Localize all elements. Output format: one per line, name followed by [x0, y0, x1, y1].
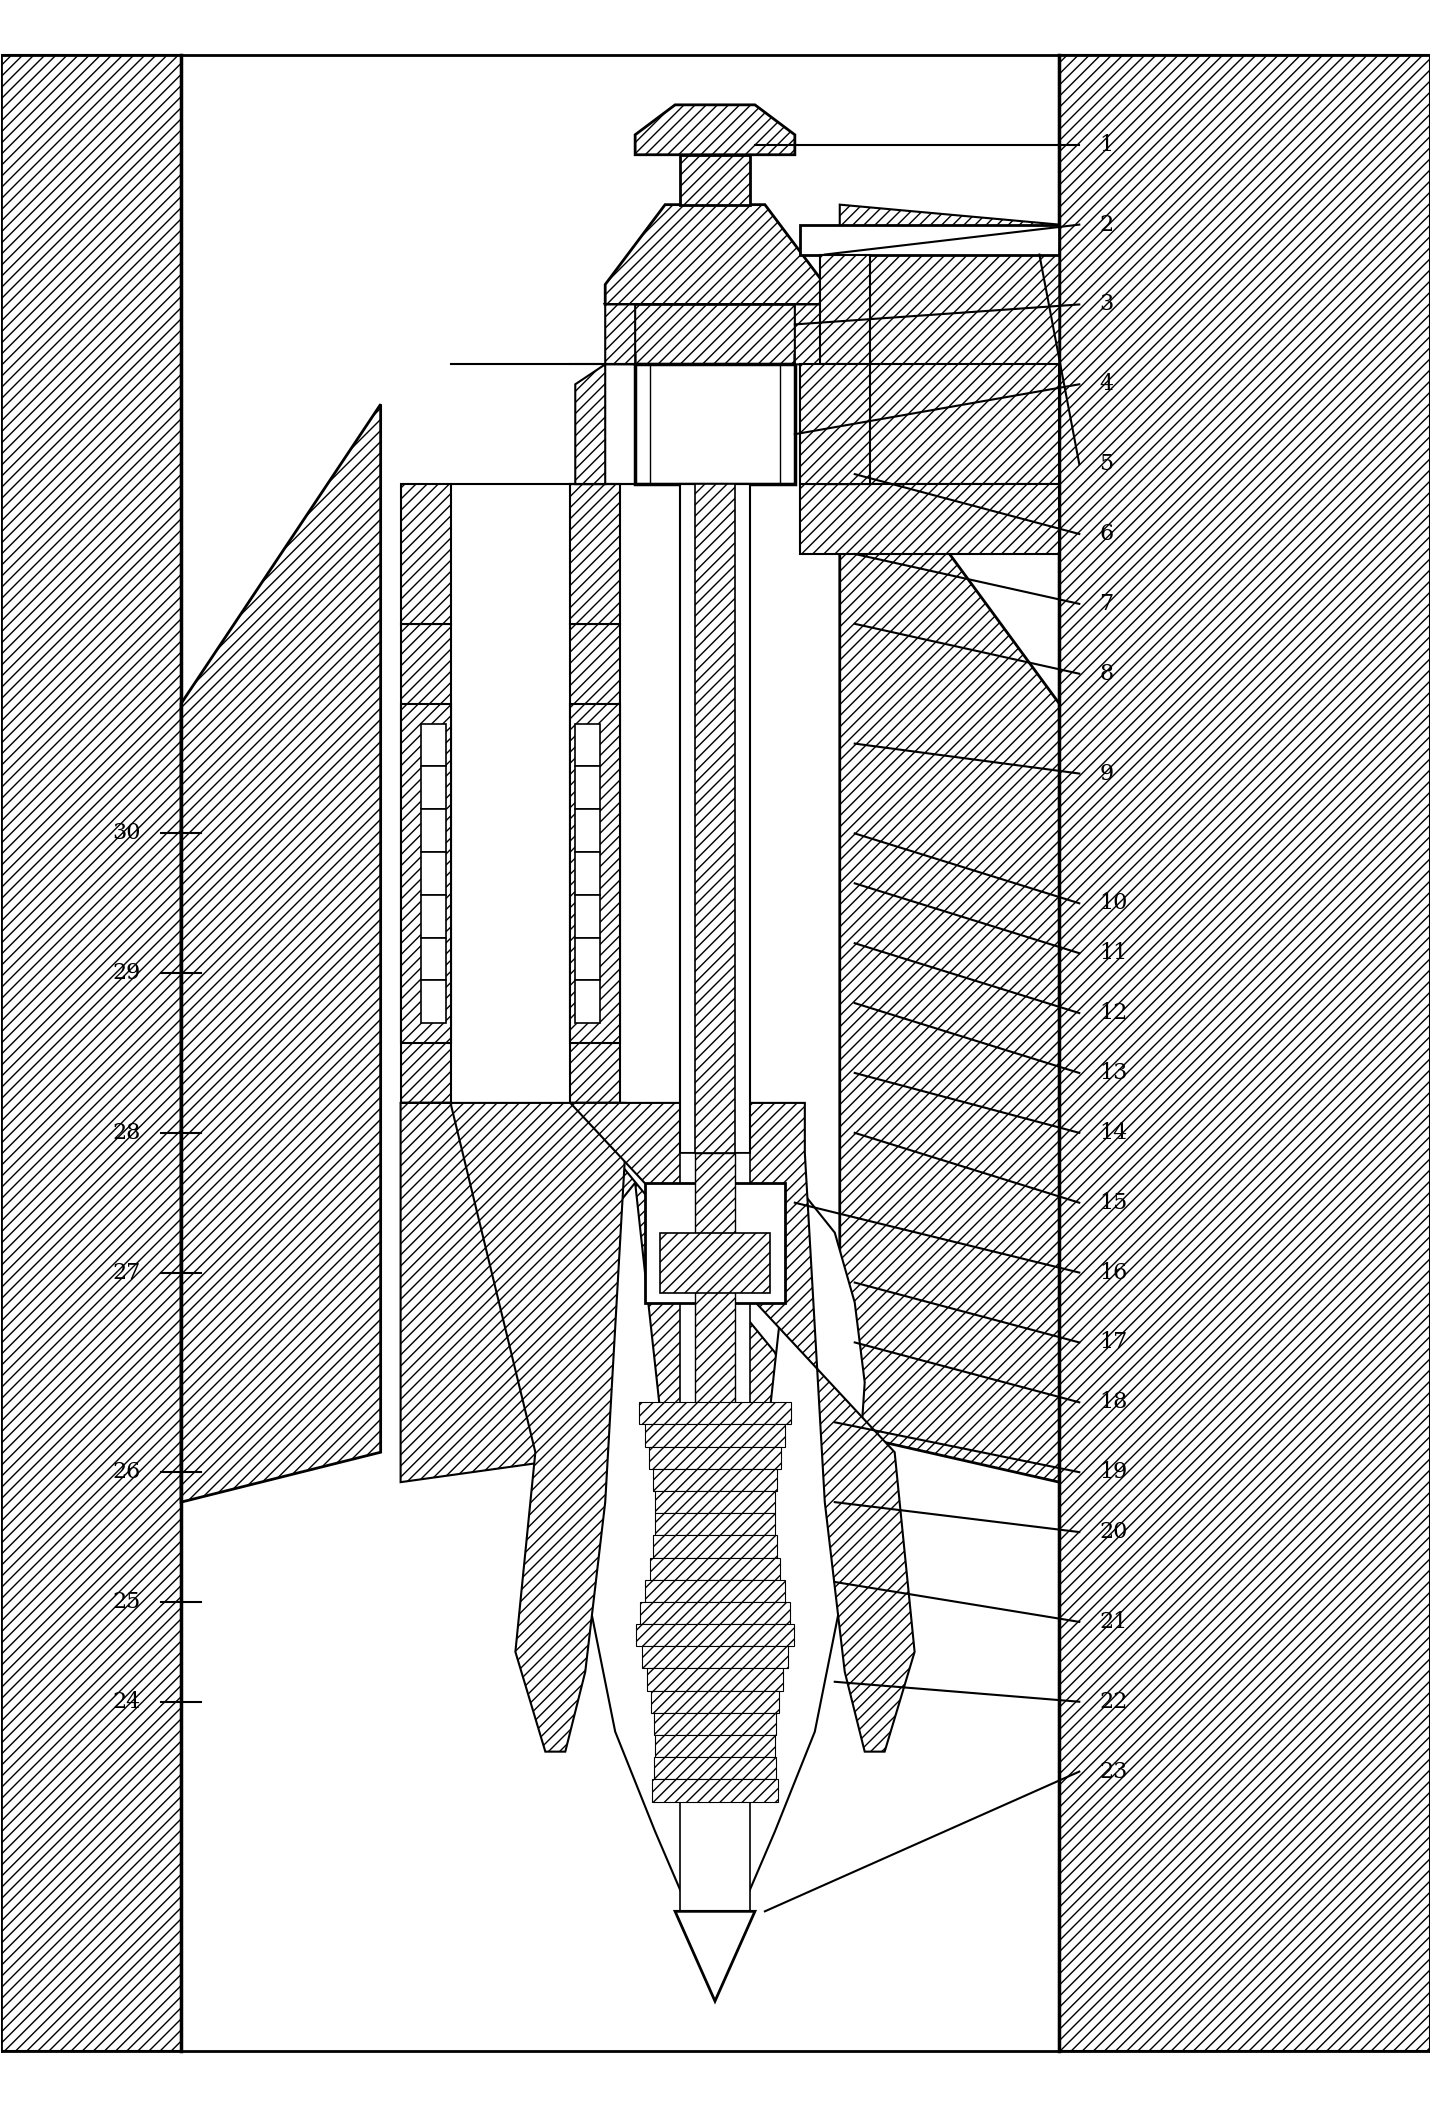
Text: 21: 21: [1099, 1611, 1128, 1632]
Polygon shape: [653, 1468, 777, 1491]
Text: 15: 15: [1099, 1192, 1128, 1213]
Text: 16: 16: [1099, 1262, 1128, 1283]
Polygon shape: [650, 1558, 780, 1579]
Polygon shape: [575, 305, 635, 484]
Text: 23: 23: [1099, 1760, 1128, 1783]
Bar: [800, 364, 870, 484]
Polygon shape: [654, 1758, 776, 1779]
Polygon shape: [565, 1182, 716, 1912]
Polygon shape: [421, 938, 445, 980]
Polygon shape: [640, 1602, 790, 1624]
Polygon shape: [643, 1647, 788, 1668]
Text: 25: 25: [113, 1592, 142, 1613]
Polygon shape: [651, 1691, 778, 1712]
Polygon shape: [695, 484, 736, 1152]
Text: 9: 9: [1099, 763, 1113, 784]
Polygon shape: [605, 305, 824, 364]
Polygon shape: [654, 1535, 777, 1558]
Polygon shape: [401, 484, 451, 625]
Polygon shape: [182, 404, 381, 1502]
Text: 22: 22: [1099, 1691, 1128, 1712]
Polygon shape: [575, 852, 600, 894]
Bar: [800, 225, 1059, 254]
Text: 7: 7: [1099, 593, 1113, 614]
Polygon shape: [716, 1182, 864, 1912]
Polygon shape: [794, 305, 854, 484]
Bar: [635, 364, 794, 484]
Bar: [820, 254, 870, 364]
Polygon shape: [401, 625, 451, 1102]
Polygon shape: [571, 1102, 814, 1483]
Bar: [800, 484, 1059, 553]
Text: 19: 19: [1099, 1462, 1128, 1483]
Polygon shape: [605, 204, 824, 305]
Polygon shape: [575, 765, 600, 810]
Polygon shape: [637, 1624, 794, 1647]
Text: 24: 24: [113, 1691, 142, 1712]
Polygon shape: [571, 705, 620, 1043]
Text: 2: 2: [1099, 215, 1113, 236]
Bar: [660, 1232, 770, 1293]
Polygon shape: [840, 204, 1059, 553]
Text: 5: 5: [1099, 452, 1113, 475]
Polygon shape: [575, 980, 600, 1022]
Bar: [1059, 55, 1430, 2050]
Polygon shape: [654, 1712, 776, 1735]
Polygon shape: [695, 1152, 736, 1731]
Polygon shape: [635, 105, 794, 156]
Polygon shape: [651, 1779, 778, 1802]
Bar: [840, 364, 1059, 484]
Text: 18: 18: [1099, 1392, 1128, 1413]
Text: 4: 4: [1099, 374, 1113, 395]
Polygon shape: [675, 1912, 756, 2002]
Text: 6: 6: [1099, 524, 1113, 545]
Text: 11: 11: [1099, 942, 1128, 963]
Polygon shape: [571, 625, 620, 1102]
Polygon shape: [401, 705, 451, 1043]
Text: 1: 1: [1099, 135, 1113, 156]
Polygon shape: [680, 1152, 750, 1912]
Text: 8: 8: [1099, 662, 1113, 686]
Text: 17: 17: [1099, 1331, 1128, 1354]
Polygon shape: [650, 1447, 780, 1468]
Text: 27: 27: [113, 1262, 142, 1283]
Polygon shape: [575, 938, 600, 980]
Text: 12: 12: [1099, 1001, 1128, 1024]
Polygon shape: [575, 723, 600, 765]
Polygon shape: [421, 894, 445, 938]
Polygon shape: [575, 810, 600, 852]
Polygon shape: [680, 156, 750, 204]
Text: 13: 13: [1099, 1062, 1128, 1083]
Text: 20: 20: [1099, 1520, 1128, 1544]
Polygon shape: [421, 765, 445, 810]
Polygon shape: [571, 1102, 914, 1752]
Polygon shape: [421, 723, 445, 765]
Text: 10: 10: [1099, 892, 1128, 915]
Polygon shape: [575, 894, 600, 938]
Text: 30: 30: [113, 822, 142, 845]
Polygon shape: [655, 1514, 776, 1535]
Text: 29: 29: [113, 963, 142, 984]
Text: 3: 3: [1099, 294, 1113, 315]
Polygon shape: [421, 980, 445, 1022]
Polygon shape: [655, 1491, 776, 1514]
Bar: [1, 55, 182, 2050]
Polygon shape: [571, 484, 620, 625]
Text: 26: 26: [113, 1462, 142, 1483]
Polygon shape: [655, 1735, 774, 1758]
Polygon shape: [647, 1668, 783, 1691]
Bar: [645, 1182, 784, 1302]
Polygon shape: [401, 1102, 655, 1483]
Polygon shape: [421, 810, 445, 852]
Polygon shape: [645, 1424, 786, 1447]
Polygon shape: [680, 484, 750, 1152]
Polygon shape: [421, 852, 445, 894]
Polygon shape: [840, 404, 1059, 1483]
Polygon shape: [645, 1579, 784, 1602]
Text: 28: 28: [113, 1121, 142, 1144]
Polygon shape: [401, 1102, 625, 1752]
Polygon shape: [640, 1403, 791, 1424]
Text: 14: 14: [1099, 1121, 1128, 1144]
